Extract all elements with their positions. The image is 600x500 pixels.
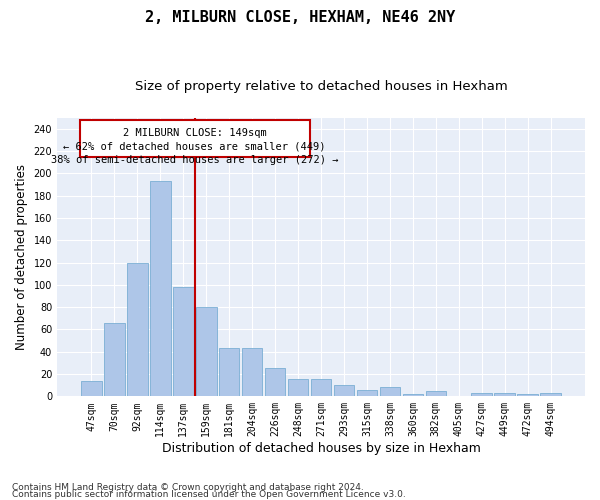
- Bar: [356, 390, 377, 396]
- Text: ← 62% of detached houses are smaller (449): ← 62% of detached houses are smaller (44…: [64, 141, 326, 151]
- Text: Contains HM Land Registry data © Crown copyright and database right 2024.: Contains HM Land Registry data © Crown c…: [12, 484, 364, 492]
- Bar: [472, 393, 492, 396]
- Bar: [127, 262, 148, 396]
- Bar: [150, 182, 170, 396]
- Bar: [196, 307, 217, 396]
- Bar: [517, 394, 538, 396]
- Text: 2, MILBURN CLOSE, HEXHAM, NE46 2NY: 2, MILBURN CLOSE, HEXHAM, NE46 2NY: [145, 10, 455, 25]
- Bar: [265, 368, 286, 396]
- Text: Contains public sector information licensed under the Open Government Licence v3: Contains public sector information licen…: [12, 490, 406, 499]
- Bar: [81, 380, 102, 396]
- Y-axis label: Number of detached properties: Number of detached properties: [15, 164, 28, 350]
- X-axis label: Distribution of detached houses by size in Hexham: Distribution of detached houses by size …: [161, 442, 481, 455]
- Bar: [173, 287, 194, 397]
- FancyBboxPatch shape: [80, 120, 310, 157]
- Bar: [380, 388, 400, 396]
- Bar: [403, 394, 423, 396]
- Bar: [425, 391, 446, 396]
- Bar: [104, 323, 125, 396]
- Bar: [494, 393, 515, 396]
- Bar: [311, 378, 331, 396]
- Bar: [288, 378, 308, 396]
- Bar: [334, 385, 355, 396]
- Bar: [242, 348, 262, 397]
- Text: 38% of semi-detached houses are larger (272) →: 38% of semi-detached houses are larger (…: [51, 154, 338, 164]
- Bar: [219, 348, 239, 397]
- Text: 2 MILBURN CLOSE: 149sqm: 2 MILBURN CLOSE: 149sqm: [123, 128, 266, 138]
- Bar: [541, 393, 561, 396]
- Title: Size of property relative to detached houses in Hexham: Size of property relative to detached ho…: [134, 80, 508, 93]
